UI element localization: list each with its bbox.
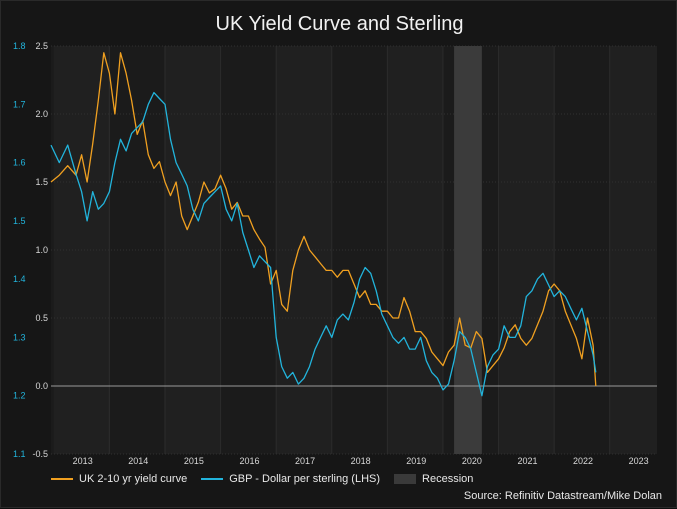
x-axis-tick-label: 2021 [517,456,537,466]
left-axis-tick-label: 1.2 [13,391,26,401]
chart-title: UK Yield Curve and Sterling [215,13,464,35]
x-axis-tick-label: 2019 [406,456,426,466]
right-axis-tick-label: 2.0 [35,109,48,119]
legend-label-gbp: GBP - Dollar per sterling (LHS) [229,473,381,485]
x-axis-tick-label: 2020 [462,456,482,466]
right-axis-tick-label: 1.5 [35,177,48,187]
legend-item-yield-curve: UK 2-10 yr yield curve [51,473,187,485]
legend: UK 2-10 yr yield curve GBP - Dollar per … [51,471,473,487]
right-axis-tick-label: 1.0 [35,245,48,255]
legend-label-recession: Recession [422,473,474,485]
legend-swatch-yield-curve [51,478,73,480]
legend-label-yield-curve: UK 2-10 yr yield curve [79,473,188,485]
legend-swatch-recession [394,474,417,484]
legend-swatch-gbp [201,478,224,480]
x-axis-tick-label: 2018 [351,456,371,466]
left-axis-tick-label: 1.8 [13,41,26,51]
left-axis-tick-label: 1.3 [13,332,26,342]
left-axis-tick-label: 1.1 [13,449,26,459]
x-axis-tick-label: 2023 [629,456,649,466]
legend-item-gbp: GBP - Dollar per sterling (LHS) [201,473,380,485]
x-axis-tick-label: 2022 [573,456,593,466]
left-axis-tick-label: 1.5 [13,216,26,226]
x-axis-tick-label: 2013 [73,456,93,466]
right-axis-tick-label: 2.5 [35,41,48,51]
series-line-gbp [50,91,597,397]
right-axis-tick-label: -0.5 [32,449,48,459]
left-axis-tick-label: 1.7 [13,99,26,109]
legend-item-recession: Recession [394,473,473,485]
right-axis-tick-label: 0.5 [35,313,48,323]
year-band [498,46,555,454]
x-axis-tick-label: 2014 [128,456,148,466]
x-axis-tick-label: 2015 [184,456,204,466]
right-axis-tick-label: 0.0 [35,381,48,391]
x-axis-tick-label: 2016 [239,456,259,466]
year-band [387,46,443,454]
left-axis-tick-label: 1.6 [13,158,26,168]
source-note: Source: Refinitiv Datastream/Mike Dolan [463,490,662,502]
left-axis-tick-label: 1.4 [13,274,26,284]
recession-band [454,46,482,454]
x-axis-tick-label: 2017 [295,456,315,466]
